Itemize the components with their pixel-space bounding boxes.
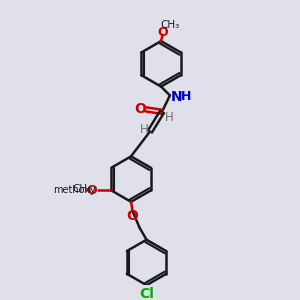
Text: N: N	[171, 90, 183, 104]
Text: CH₃: CH₃	[73, 184, 92, 194]
Text: O: O	[134, 102, 146, 116]
Text: O: O	[157, 26, 168, 39]
Text: H: H	[140, 123, 149, 136]
Text: H: H	[181, 91, 191, 103]
Text: methoxy: methoxy	[53, 185, 95, 196]
Text: O: O	[86, 184, 97, 197]
Text: Cl: Cl	[139, 287, 154, 300]
Text: H: H	[165, 111, 173, 124]
Text: O: O	[127, 209, 139, 223]
Text: CH₃: CH₃	[160, 20, 179, 30]
